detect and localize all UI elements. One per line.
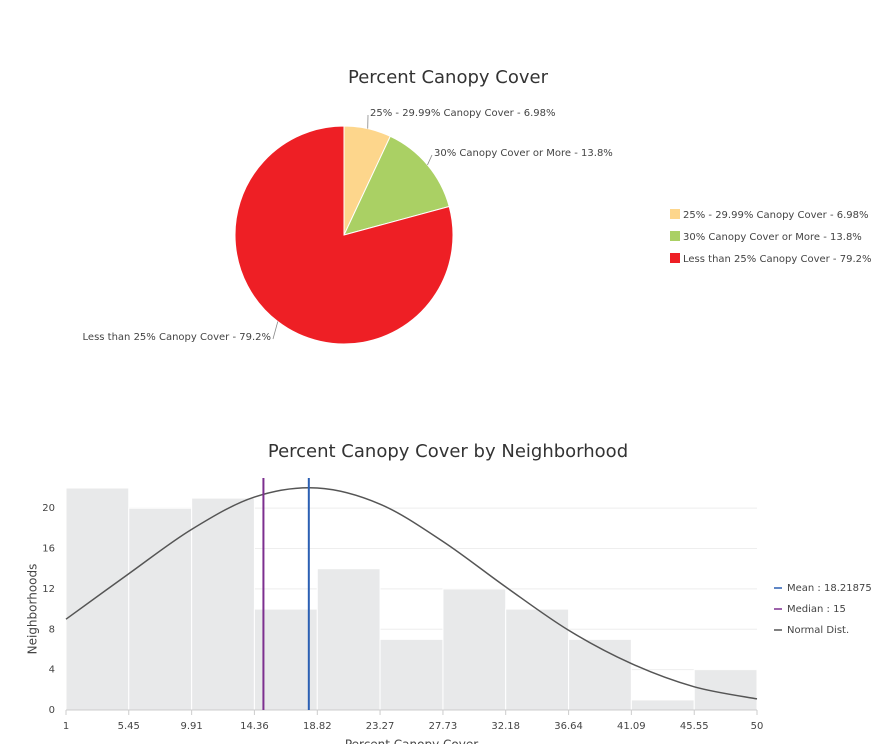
leader-line bbox=[272, 321, 279, 340]
legend-label: 30% Canopy Cover or More - 13.8% bbox=[683, 232, 862, 243]
legend-swatch bbox=[670, 231, 680, 241]
x-tick-label: 32.18 bbox=[491, 721, 520, 732]
legend-label: 25% - 29.99% Canopy Cover - 6.98% bbox=[683, 210, 869, 221]
pie-slice bbox=[343, 135, 450, 236]
pie-title: Percent Canopy Cover bbox=[348, 67, 549, 88]
x-tick-label: 5.45 bbox=[118, 721, 140, 732]
pie-slice bbox=[234, 125, 454, 345]
y-tick-label: 0 bbox=[49, 705, 55, 716]
histogram-bar bbox=[442, 588, 507, 711]
histogram-title: Percent Canopy Cover by Neighborhood bbox=[268, 441, 628, 462]
x-tick-label: 50 bbox=[751, 721, 764, 732]
x-tick-label: 45.55 bbox=[680, 721, 709, 732]
legend-label: Normal Dist. bbox=[787, 625, 849, 636]
histogram-bar bbox=[568, 638, 632, 711]
histogram-bar bbox=[630, 699, 695, 711]
data-label: 25% - 29.99% Canopy Cover - 6.98% bbox=[370, 108, 556, 119]
legend-label: Median : 15 bbox=[787, 604, 846, 615]
histogram-bar bbox=[505, 608, 570, 711]
histogram-bar bbox=[191, 497, 255, 711]
histogram-bar bbox=[65, 487, 130, 711]
x-tick-label: 27.73 bbox=[429, 721, 458, 732]
data-label: 30% Canopy Cover or More - 13.8% bbox=[434, 148, 613, 159]
x-axis-label: Percent Canopy Cover bbox=[345, 738, 478, 744]
leader-line bbox=[427, 154, 433, 166]
y-tick-label: 12 bbox=[42, 584, 55, 595]
x-tick-label: 9.91 bbox=[181, 721, 203, 732]
histogram-bar bbox=[379, 638, 444, 711]
histogram-bar bbox=[693, 669, 758, 711]
histogram-bar bbox=[128, 507, 193, 711]
y-axis-label: Neighborhoods bbox=[26, 564, 40, 655]
x-tick-label: 18.82 bbox=[303, 721, 332, 732]
x-tick-label: 41.09 bbox=[617, 721, 646, 732]
normal-curve bbox=[65, 487, 758, 700]
legend-label: Less than 25% Canopy Cover - 79.2% bbox=[683, 254, 871, 265]
x-tick-label: 36.64 bbox=[554, 721, 583, 732]
y-tick-label: 4 bbox=[49, 665, 55, 676]
x-tick-label: 23.27 bbox=[366, 721, 395, 732]
y-tick-label: 20 bbox=[42, 503, 55, 514]
legend-label: Mean : 18.21875 bbox=[787, 583, 872, 594]
x-tick-label: 1 bbox=[63, 721, 69, 732]
legend-swatch bbox=[670, 253, 680, 263]
x-tick-label: 14.36 bbox=[240, 721, 269, 732]
legend-swatch bbox=[670, 209, 680, 219]
histogram-bar bbox=[316, 568, 381, 711]
data-label: Less than 25% Canopy Cover - 79.2% bbox=[83, 332, 271, 343]
y-tick-label: 16 bbox=[42, 544, 55, 555]
y-tick-label: 8 bbox=[49, 624, 55, 635]
histogram-bar bbox=[253, 608, 318, 711]
